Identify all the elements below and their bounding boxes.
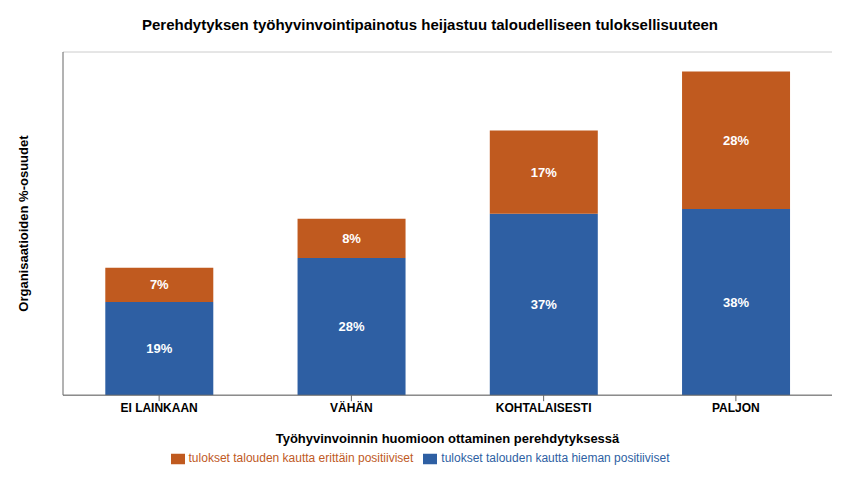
svg-text:19%: 19% [146, 341, 172, 356]
svg-text:PALJON: PALJON [712, 401, 760, 415]
svg-text:KOHTALAISESTI: KOHTALAISESTI [496, 401, 592, 415]
svg-text:28%: 28% [723, 133, 749, 148]
svg-text:Organisaatioiden %-osuudet: Organisaatioiden %-osuudet [16, 135, 31, 312]
html-text:tulokset talouden kautta eritt: tulokset talouden kautta erittäin positi… [188, 451, 414, 466]
svg-text:Työhyvinvoinnin huomioon ottam: Työhyvinvoinnin huomioon ottaminen pereh… [276, 431, 620, 446]
html-text:tulokset talouden kautta hiema: tulokset talouden kautta hieman positiiv… [441, 451, 670, 466]
svg-text:17%: 17% [531, 165, 557, 180]
html-text:Perehdytyksen työhyvinvointipa: Perehdytyksen työhyvinvointipainotus hei… [142, 16, 718, 33]
svg-text:37%: 37% [531, 297, 557, 312]
svg-text:8%: 8% [342, 231, 361, 246]
svg-text:38%: 38% [723, 295, 749, 310]
svg-text:28%: 28% [339, 319, 365, 334]
svg-text:7%: 7% [150, 277, 169, 292]
svg-text:EI LAINKAAN: EI LAINKAAN [120, 401, 197, 415]
svg-text:VÄHÄN: VÄHÄN [330, 400, 373, 415]
